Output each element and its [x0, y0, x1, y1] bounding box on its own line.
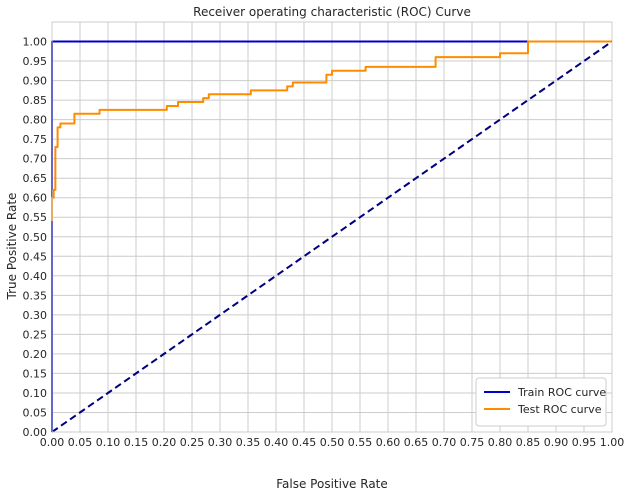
y-tick-label: 0.80	[23, 114, 48, 127]
x-tick-labels: 0.00 0.05 0.10 0.15 0.20 0.25 0.30 0.35 0.40 0.45…	[40, 436, 625, 449]
x-tick-label: 0.80	[488, 436, 513, 449]
legend-label: Test ROC curve	[517, 403, 602, 416]
y-tick-label: 0.95	[23, 55, 48, 68]
y-tick-label: 0.90	[23, 75, 48, 88]
chart-title: Receiver operating characteristic (ROC) …	[193, 5, 471, 19]
x-tick-label: 0.45	[292, 436, 317, 449]
y-tick-labels: 0.00 0.05 0.10 0.15 0.20 0.25 0.30 0.35 0.40 0.45…	[23, 36, 48, 439]
y-tick-label: 0.40	[23, 270, 48, 283]
y-tick-label: 0.65	[23, 172, 48, 185]
x-tick-label: 0.75	[460, 436, 485, 449]
x-tick-label: 0.60	[376, 436, 401, 449]
x-tick-label: 0.30	[208, 436, 233, 449]
x-tick-label: 0.10	[96, 436, 121, 449]
y-tick-label: 0.60	[23, 192, 48, 205]
y-tick-label: 0.85	[23, 94, 48, 107]
y-tick-label: 0.10	[23, 387, 48, 400]
x-tick-label: 0.25	[180, 436, 205, 449]
x-tick-label: 1.00	[600, 436, 625, 449]
y-tick-label: 0.05	[23, 406, 48, 419]
x-tick-label: 0.85	[516, 436, 541, 449]
y-tick-label: 0.70	[23, 153, 48, 166]
x-axis-label: False Positive Rate	[276, 477, 388, 491]
legend-label: Train ROC curve	[517, 386, 606, 399]
x-tick-label: 0.95	[572, 436, 597, 449]
x-tick-label: 0.90	[544, 436, 569, 449]
x-tick-label: 0.70	[432, 436, 457, 449]
x-tick-label: 0.15	[124, 436, 149, 449]
legend: Train ROC curve Test ROC curve	[475, 377, 607, 427]
y-tick-label: 0.20	[23, 348, 48, 361]
y-axis-label: True Positive Rate	[5, 193, 19, 301]
x-tick-label: 0.20	[152, 436, 177, 449]
grid	[51, 22, 613, 433]
y-tick-label: 0.00	[23, 426, 48, 439]
x-tick-label: 0.35	[236, 436, 261, 449]
y-tick-label: 0.25	[23, 328, 48, 341]
y-tick-label: 1.00	[23, 36, 48, 49]
x-tick-label: 0.65	[404, 436, 429, 449]
y-tick-label: 0.55	[23, 211, 48, 224]
plot-frame	[51, 21, 613, 433]
x-tick-label: 0.50	[320, 436, 345, 449]
y-tick-label: 0.75	[23, 133, 48, 146]
y-tick-label: 0.35	[23, 289, 48, 302]
test-roc-line	[51, 40, 612, 222]
y-tick-label: 0.45	[23, 250, 48, 263]
legend-box	[475, 377, 607, 427]
y-tick-label: 0.30	[23, 309, 48, 322]
x-tick-label: 0.55	[348, 436, 373, 449]
x-tick-label: 0.40	[264, 436, 289, 449]
y-tick-label: 0.50	[23, 231, 48, 244]
x-tick-label: 0.05	[68, 436, 93, 449]
x-tick-label: 0.00	[40, 436, 65, 449]
y-tick-label: 0.15	[23, 367, 48, 380]
chance-diagonal-line	[51, 40, 613, 433]
